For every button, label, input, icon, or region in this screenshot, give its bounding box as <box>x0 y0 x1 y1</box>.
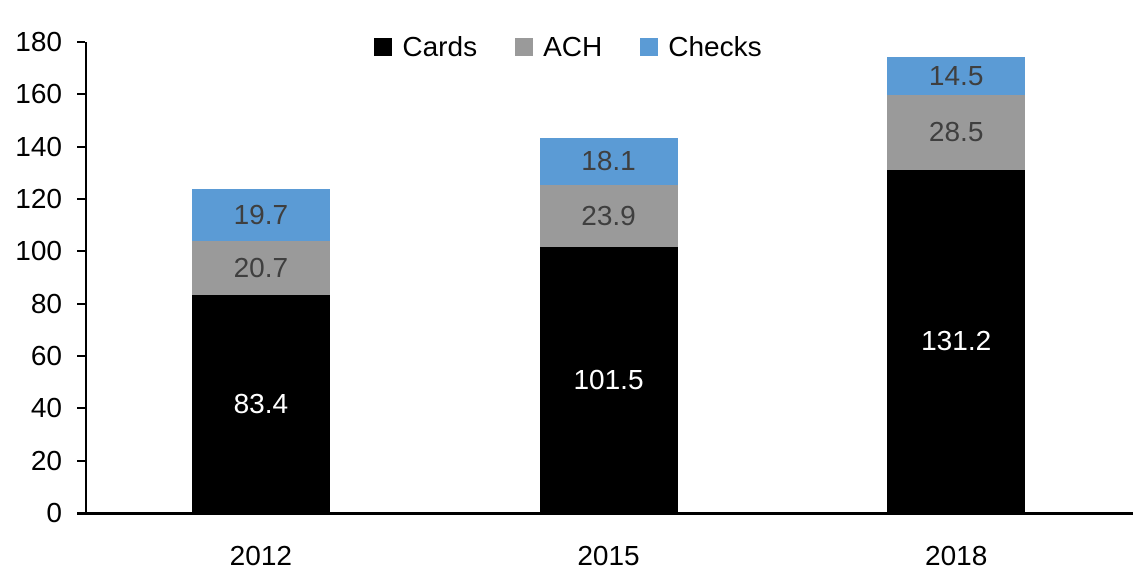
legend-item-ach: ACH <box>515 32 602 62</box>
bar-segment-cards-2015: 101.5 <box>539 247 678 513</box>
bar-segment-checks-2012: 19.7 <box>191 189 330 241</box>
bar-segment-ach-2015: 23.9 <box>539 184 678 248</box>
legend-label: Cards <box>402 31 478 62</box>
y-tick <box>77 407 85 410</box>
bar-segment-label: 18.1 <box>581 145 636 177</box>
y-tick <box>77 512 85 514</box>
bar-segment-label: 28.5 <box>928 116 984 148</box>
chart-legend: Cards ACH Checks <box>0 32 1136 62</box>
y-tick <box>77 41 85 43</box>
y-tick-label: 60 <box>30 340 62 371</box>
bar-segment-label: 14.5 <box>928 60 984 92</box>
y-axis-line <box>85 42 87 515</box>
bar-segment-ach-2018: 28.5 <box>887 95 1026 170</box>
y-tick <box>77 459 85 462</box>
y-tick-label: 120 <box>15 183 62 214</box>
y-tick <box>77 302 85 305</box>
bar-segment-ach-2012: 20.7 <box>191 240 330 295</box>
bar-segment-label: 23.9 <box>581 200 636 232</box>
y-tick <box>77 250 85 253</box>
x-tick-label: 2018 <box>925 540 988 571</box>
legend-item-checks: Checks <box>640 31 762 62</box>
y-tick-label: 20 <box>30 444 62 476</box>
y-tick-label: 180 <box>15 26 62 57</box>
legend-swatch-ach <box>515 38 534 56</box>
bar-segment-cards-2018: 131.2 <box>887 169 1026 513</box>
bar-segment-cards-2012: 83.4 <box>191 294 330 513</box>
bar-segment-checks-2015: 18.1 <box>539 137 678 185</box>
legend-swatch-cards <box>374 38 393 56</box>
y-tick-label: 160 <box>15 78 62 110</box>
legend-item-cards: Cards <box>374 32 477 62</box>
y-tick <box>77 145 85 148</box>
bar-segment-label: 20.7 <box>233 251 289 283</box>
y-tick <box>77 355 85 357</box>
bar-segment-label: 19.7 <box>233 198 289 230</box>
y-tick <box>77 198 85 200</box>
bar-segment-label: 83.4 <box>233 387 289 419</box>
x-tick-label: 2015 <box>577 540 640 571</box>
bar-segment-label: 101.5 <box>573 364 644 396</box>
legend-label: Checks <box>668 31 762 62</box>
y-tick-label: 0 <box>46 497 62 528</box>
y-tick-label: 140 <box>15 130 62 162</box>
bar-segment-label: 131.2 <box>921 325 992 357</box>
y-tick-label: 80 <box>30 287 62 319</box>
y-tick-label: 40 <box>30 392 62 424</box>
x-tick-label: 2012 <box>229 540 292 571</box>
legend-swatch-checks <box>640 38 659 56</box>
y-tick-label: 100 <box>15 235 62 267</box>
legend-label: ACH <box>543 31 603 62</box>
x-axis-line <box>77 512 1133 515</box>
y-tick <box>77 93 85 96</box>
bar-segment-checks-2018: 14.5 <box>887 57 1026 96</box>
